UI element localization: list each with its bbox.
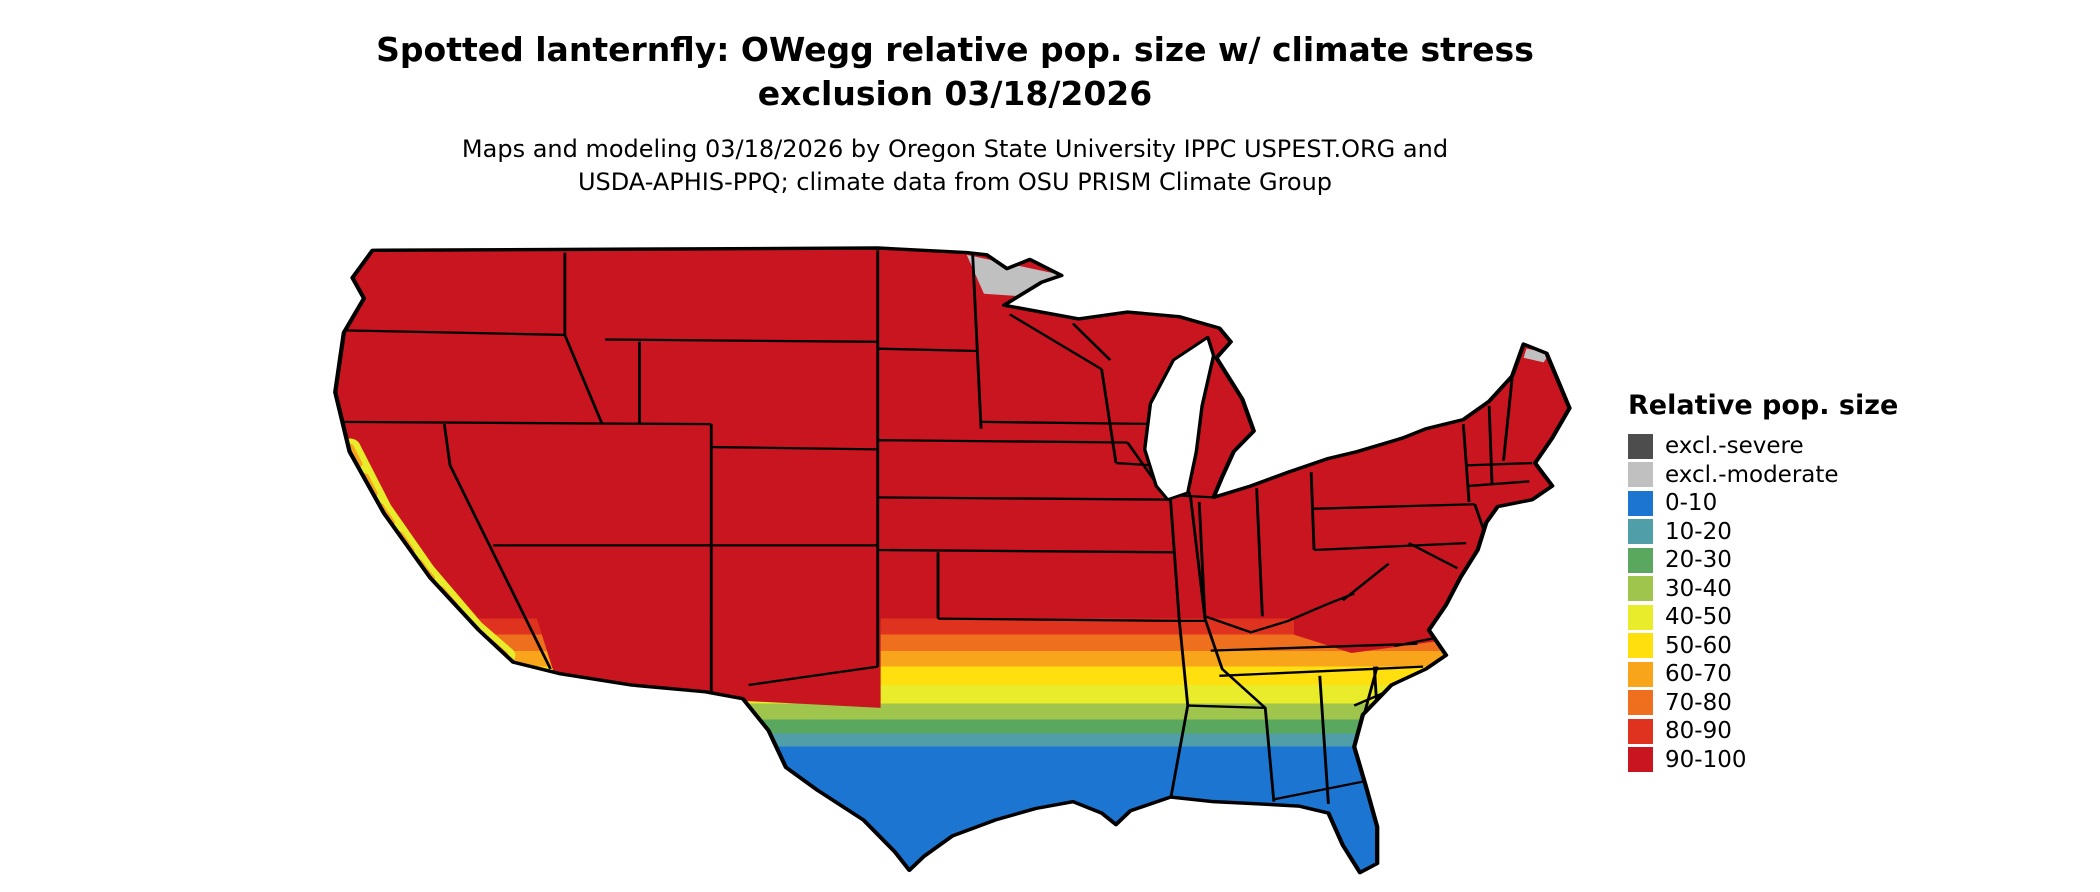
legend-items: excl.-severe excl.-moderate 0-10 10-20 20-30…	[1628, 433, 1968, 773]
legend-item: excl.-severe	[1628, 433, 1968, 459]
page-title-line1: Spotted lanternfly: OWegg relative pop. …	[376, 30, 1534, 69]
legend-title: Relative pop. size	[1628, 390, 1899, 421]
map-container	[318, 232, 1581, 888]
legend-swatch	[1628, 433, 1653, 459]
page-subtitle-line1: Maps and modeling 03/18/2026 by Oregon S…	[461, 135, 1449, 164]
legend-swatch	[1628, 633, 1653, 658]
legend-swatch	[1628, 490, 1653, 516]
map-legend: Relative pop. size excl.-severe excl.-mod…	[1628, 390, 1968, 775]
legend-item: excl.-moderate	[1628, 462, 1968, 488]
legend-swatch	[1628, 604, 1653, 630]
us-landmass	[335, 248, 1570, 873]
legend-item-label: 0-10	[1665, 490, 1718, 516]
legend-item-label: excl.-severe	[1665, 433, 1804, 459]
legend-item-label: 40-50	[1665, 604, 1732, 630]
legend-item: 0-10	[1628, 490, 1968, 516]
legend-swatch	[1628, 690, 1653, 715]
map-header: Spotted lanternfly: OWegg relative pop. …	[0, 28, 1910, 199]
legend-swatch	[1628, 747, 1653, 772]
us-outline	[333, 246, 1572, 875]
legend-item: 70-80	[1628, 690, 1968, 716]
page-subtitle: Maps and modeling 03/18/2026 by Oregon S…	[0, 133, 1910, 199]
us-map	[333, 246, 1572, 875]
legend-item-label: 30-40	[1665, 575, 1732, 602]
legend-item-label: 20-30	[1665, 547, 1732, 573]
legend-item: 40-50	[1628, 604, 1968, 630]
legend-item-label: excl.-moderate	[1665, 461, 1839, 488]
legend-item: 30-40	[1628, 576, 1968, 602]
legend-item: 50-60	[1628, 633, 1968, 659]
southwest-red-area	[536, 616, 881, 708]
legend-item: 90-100	[1628, 747, 1968, 773]
legend-item-label: 80-90	[1665, 718, 1732, 744]
mid-atlantic-red-area	[1293, 611, 1461, 653]
legend-swatch	[1628, 661, 1653, 687]
legend-item-label: 90-100	[1665, 746, 1747, 773]
page-subtitle-line2: USDA-APHIS-PPQ; climate data from OSU PR…	[577, 168, 1333, 197]
state-borders	[335, 250, 1533, 804]
legend-swatch	[1628, 547, 1653, 573]
legend-item-label: 50-60	[1665, 632, 1732, 659]
legend-swatch	[1628, 718, 1653, 744]
legend-item-label: 70-80	[1665, 689, 1732, 716]
page-title-line2: exclusion 03/18/2026	[757, 73, 1153, 113]
legend-swatch	[1628, 576, 1653, 601]
legend-item: 60-70	[1628, 661, 1968, 687]
legend-swatch	[1628, 519, 1653, 544]
legend-swatch	[1628, 462, 1653, 487]
legend-item: 10-20	[1628, 519, 1968, 545]
legend-item-label: 10-20	[1665, 518, 1732, 545]
lake-michigan	[1142, 335, 1216, 502]
legend-item-label: 60-70	[1665, 661, 1732, 687]
legend-item: 80-90	[1628, 718, 1968, 744]
legend-item: 20-30	[1628, 547, 1968, 573]
